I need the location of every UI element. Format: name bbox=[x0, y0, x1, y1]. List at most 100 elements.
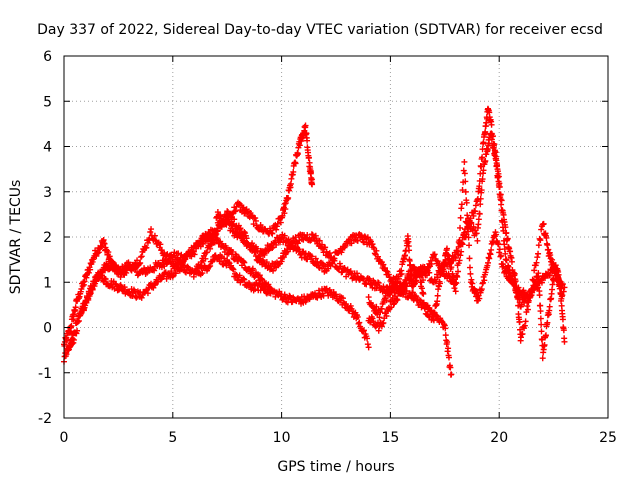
data-point bbox=[364, 341, 371, 348]
data-point bbox=[431, 311, 438, 318]
data-point bbox=[237, 225, 244, 232]
data-point bbox=[458, 201, 465, 208]
data-point bbox=[78, 286, 85, 293]
data-point bbox=[312, 255, 319, 262]
data-point bbox=[292, 160, 299, 167]
data-point bbox=[87, 266, 94, 273]
data-point bbox=[109, 258, 116, 265]
data-point bbox=[136, 260, 143, 267]
data-point bbox=[540, 220, 547, 227]
data-point bbox=[172, 270, 179, 277]
data-point bbox=[539, 355, 546, 362]
data-point bbox=[199, 270, 206, 277]
data-point bbox=[213, 231, 220, 238]
data-point bbox=[413, 277, 420, 284]
data-point bbox=[466, 242, 473, 249]
data-point bbox=[307, 169, 314, 176]
data-point bbox=[81, 278, 88, 285]
data-point bbox=[465, 234, 472, 241]
data-point bbox=[190, 248, 197, 255]
data-point bbox=[452, 288, 459, 295]
data-point bbox=[498, 252, 505, 259]
data-point bbox=[134, 257, 141, 264]
data-point bbox=[558, 285, 565, 292]
data-point bbox=[561, 338, 568, 345]
data-point bbox=[256, 280, 263, 287]
data-point bbox=[495, 173, 502, 180]
data-point bbox=[197, 263, 203, 270]
data-point bbox=[525, 299, 532, 306]
data-point bbox=[285, 194, 292, 201]
data-point bbox=[476, 183, 483, 190]
data-point bbox=[207, 245, 214, 252]
data-point bbox=[448, 371, 455, 378]
data-point bbox=[365, 294, 372, 301]
data-point bbox=[395, 275, 402, 282]
data-point bbox=[287, 180, 294, 187]
data-point bbox=[430, 317, 437, 324]
data-point bbox=[302, 122, 309, 129]
data-point bbox=[544, 319, 551, 326]
series-arc-3 bbox=[65, 226, 372, 353]
data-point bbox=[546, 303, 553, 310]
data-point bbox=[531, 267, 538, 274]
data-point bbox=[229, 248, 236, 255]
data-point bbox=[214, 227, 221, 234]
data-point bbox=[426, 269, 433, 276]
data-point bbox=[319, 265, 326, 272]
y-tick-label: 6 bbox=[43, 49, 52, 65]
data-point bbox=[374, 253, 381, 260]
data-point bbox=[463, 199, 470, 206]
data-point bbox=[72, 304, 79, 311]
data-point bbox=[252, 215, 259, 222]
data-point bbox=[151, 267, 158, 274]
data-point bbox=[537, 308, 544, 315]
data-point bbox=[477, 195, 484, 202]
data-point bbox=[403, 280, 410, 287]
data-point bbox=[462, 188, 469, 195]
data-point bbox=[542, 275, 549, 282]
data-point bbox=[378, 323, 385, 330]
data-point bbox=[480, 139, 487, 146]
data-point bbox=[373, 303, 380, 310]
data-point bbox=[262, 286, 269, 293]
x-tick-label: 25 bbox=[599, 430, 617, 446]
data-point bbox=[482, 128, 489, 135]
data-point bbox=[252, 217, 259, 224]
data-point bbox=[478, 286, 485, 293]
data-point bbox=[390, 301, 397, 308]
data-point bbox=[376, 314, 383, 321]
data-point bbox=[144, 290, 151, 297]
data-point bbox=[209, 238, 216, 245]
data-point bbox=[485, 259, 492, 266]
data-point bbox=[265, 283, 272, 290]
y-tick-label: 3 bbox=[43, 185, 52, 201]
y-tick-label: 4 bbox=[43, 140, 52, 156]
data-point bbox=[147, 228, 154, 235]
y-tick-label: -1 bbox=[38, 366, 52, 382]
data-point bbox=[457, 224, 464, 231]
data-point bbox=[536, 292, 543, 299]
data-point bbox=[511, 279, 518, 286]
data-point bbox=[399, 289, 406, 296]
data-point bbox=[538, 226, 545, 233]
data-point bbox=[295, 246, 302, 253]
data-point bbox=[461, 170, 468, 177]
data-point bbox=[309, 181, 316, 188]
y-tick-label: 1 bbox=[43, 275, 52, 291]
data-point bbox=[217, 212, 224, 219]
data-point bbox=[294, 150, 301, 157]
data-point bbox=[228, 225, 235, 232]
data-point bbox=[473, 230, 480, 237]
data-point bbox=[466, 264, 473, 271]
data-point bbox=[377, 309, 384, 316]
data-point bbox=[137, 260, 144, 267]
data-point bbox=[249, 265, 256, 272]
y-tick-label: -2 bbox=[38, 411, 52, 427]
y-tick-label: 0 bbox=[43, 321, 52, 337]
data-point bbox=[296, 296, 303, 303]
data-point bbox=[559, 316, 566, 323]
data-point bbox=[511, 270, 518, 277]
data-point bbox=[347, 302, 354, 309]
data-point bbox=[274, 220, 281, 227]
